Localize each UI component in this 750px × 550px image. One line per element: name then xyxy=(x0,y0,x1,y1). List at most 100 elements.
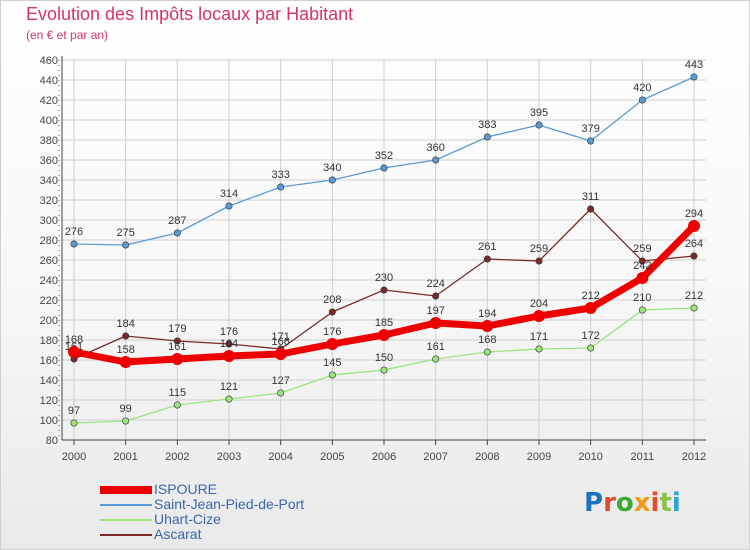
y-tick-label: 280 xyxy=(40,235,58,247)
data-point xyxy=(380,286,388,294)
x-tick-label: 2008 xyxy=(475,451,499,463)
data-point xyxy=(584,302,597,314)
data-label: 161 xyxy=(168,341,186,353)
data-point xyxy=(380,164,388,172)
data-point xyxy=(122,332,130,340)
data-label: 158 xyxy=(116,344,134,356)
data-point xyxy=(690,73,698,81)
data-point xyxy=(535,257,543,265)
data-label: 275 xyxy=(116,227,134,239)
data-point xyxy=(328,176,336,184)
x-tick-label: 2009 xyxy=(527,451,551,463)
data-point xyxy=(483,255,491,263)
x-tick-label: 2002 xyxy=(165,451,189,463)
data-point xyxy=(328,308,336,316)
data-point xyxy=(378,329,390,341)
data-label: 259 xyxy=(530,243,548,255)
logo-letter: t xyxy=(659,488,672,518)
y-tick-label: 200 xyxy=(40,315,58,327)
data-label: 360 xyxy=(426,142,444,154)
x-tick-label: 2006 xyxy=(372,451,396,463)
data-point xyxy=(429,317,442,329)
y-tick-label: 80 xyxy=(46,435,58,447)
data-label: 230 xyxy=(375,272,393,284)
data-point xyxy=(68,346,80,358)
data-label: 197 xyxy=(426,305,444,317)
data-label: 150 xyxy=(375,352,393,364)
y-tick-label: 160 xyxy=(40,355,58,367)
y-tick-label: 300 xyxy=(40,215,58,227)
data-label: 287 xyxy=(168,215,186,227)
data-point xyxy=(173,401,181,409)
data-label: 179 xyxy=(168,323,186,335)
data-point xyxy=(70,240,78,248)
x-tick-label: 2001 xyxy=(113,451,137,463)
data-label: 224 xyxy=(426,278,444,290)
data-point xyxy=(535,121,543,129)
data-point xyxy=(225,340,233,348)
y-tick-label: 100 xyxy=(40,415,58,427)
data-point xyxy=(119,356,132,368)
y-tick-label: 220 xyxy=(40,295,58,307)
y-tick-label: 240 xyxy=(40,275,58,287)
data-label: 166 xyxy=(271,336,289,348)
proxiti-logo: Proxiti xyxy=(584,488,681,518)
y-tick-label: 400 xyxy=(40,115,58,127)
data-point xyxy=(70,419,78,427)
legend-swatch xyxy=(100,534,152,536)
data-label: 145 xyxy=(323,357,341,369)
data-label: 161 xyxy=(426,341,444,353)
data-label: 383 xyxy=(478,119,496,131)
logo-letter: o xyxy=(615,488,634,518)
legend-label: Uhart-Cize xyxy=(154,511,221,527)
data-label: 311 xyxy=(582,191,600,203)
data-point xyxy=(223,350,235,362)
data-label: 294 xyxy=(685,208,703,220)
data-label: 333 xyxy=(271,169,289,181)
data-label: 97 xyxy=(68,405,80,417)
data-point xyxy=(122,417,130,425)
data-point xyxy=(690,252,698,260)
data-point xyxy=(277,389,285,397)
legend-label: Ascarat xyxy=(154,526,202,542)
data-point xyxy=(690,304,698,312)
data-point xyxy=(173,337,181,345)
data-label: 395 xyxy=(530,107,548,119)
logo-letter: P xyxy=(584,488,604,518)
data-point xyxy=(483,348,491,356)
y-tick-label: 140 xyxy=(40,375,58,387)
data-label: 379 xyxy=(581,123,599,135)
data-point xyxy=(483,133,491,141)
legend-label: Saint-Jean-Pied-de-Port xyxy=(154,496,305,512)
data-label: 259 xyxy=(633,243,651,255)
data-label: 176 xyxy=(220,326,238,338)
y-tick-label: 320 xyxy=(40,195,58,207)
data-point xyxy=(122,241,130,249)
data-label: 352 xyxy=(375,150,393,162)
data-point xyxy=(432,156,440,164)
data-label: 420 xyxy=(633,82,651,94)
data-label: 99 xyxy=(120,403,132,415)
data-label: 208 xyxy=(323,294,341,306)
data-label: 171 xyxy=(271,331,289,343)
y-tick-label: 360 xyxy=(40,155,58,167)
data-point xyxy=(274,348,287,360)
data-point xyxy=(277,183,285,191)
logo-letter: i xyxy=(671,488,681,518)
x-tick-label: 2012 xyxy=(682,451,706,463)
data-point xyxy=(636,272,649,284)
legend-label: ISPOURE xyxy=(154,481,218,497)
data-label: 164 xyxy=(220,338,238,350)
y-tick-label: 460 xyxy=(40,55,58,67)
data-label: 194 xyxy=(478,308,496,320)
data-label: 340 xyxy=(323,162,341,174)
data-label: 204 xyxy=(530,298,548,310)
data-point xyxy=(225,202,233,210)
data-label: 261 xyxy=(478,241,496,253)
data-point xyxy=(688,220,700,232)
data-point xyxy=(481,320,494,332)
data-point xyxy=(533,310,545,322)
x-tick-label: 2003 xyxy=(217,451,241,463)
y-tick-label: 340 xyxy=(40,175,58,187)
